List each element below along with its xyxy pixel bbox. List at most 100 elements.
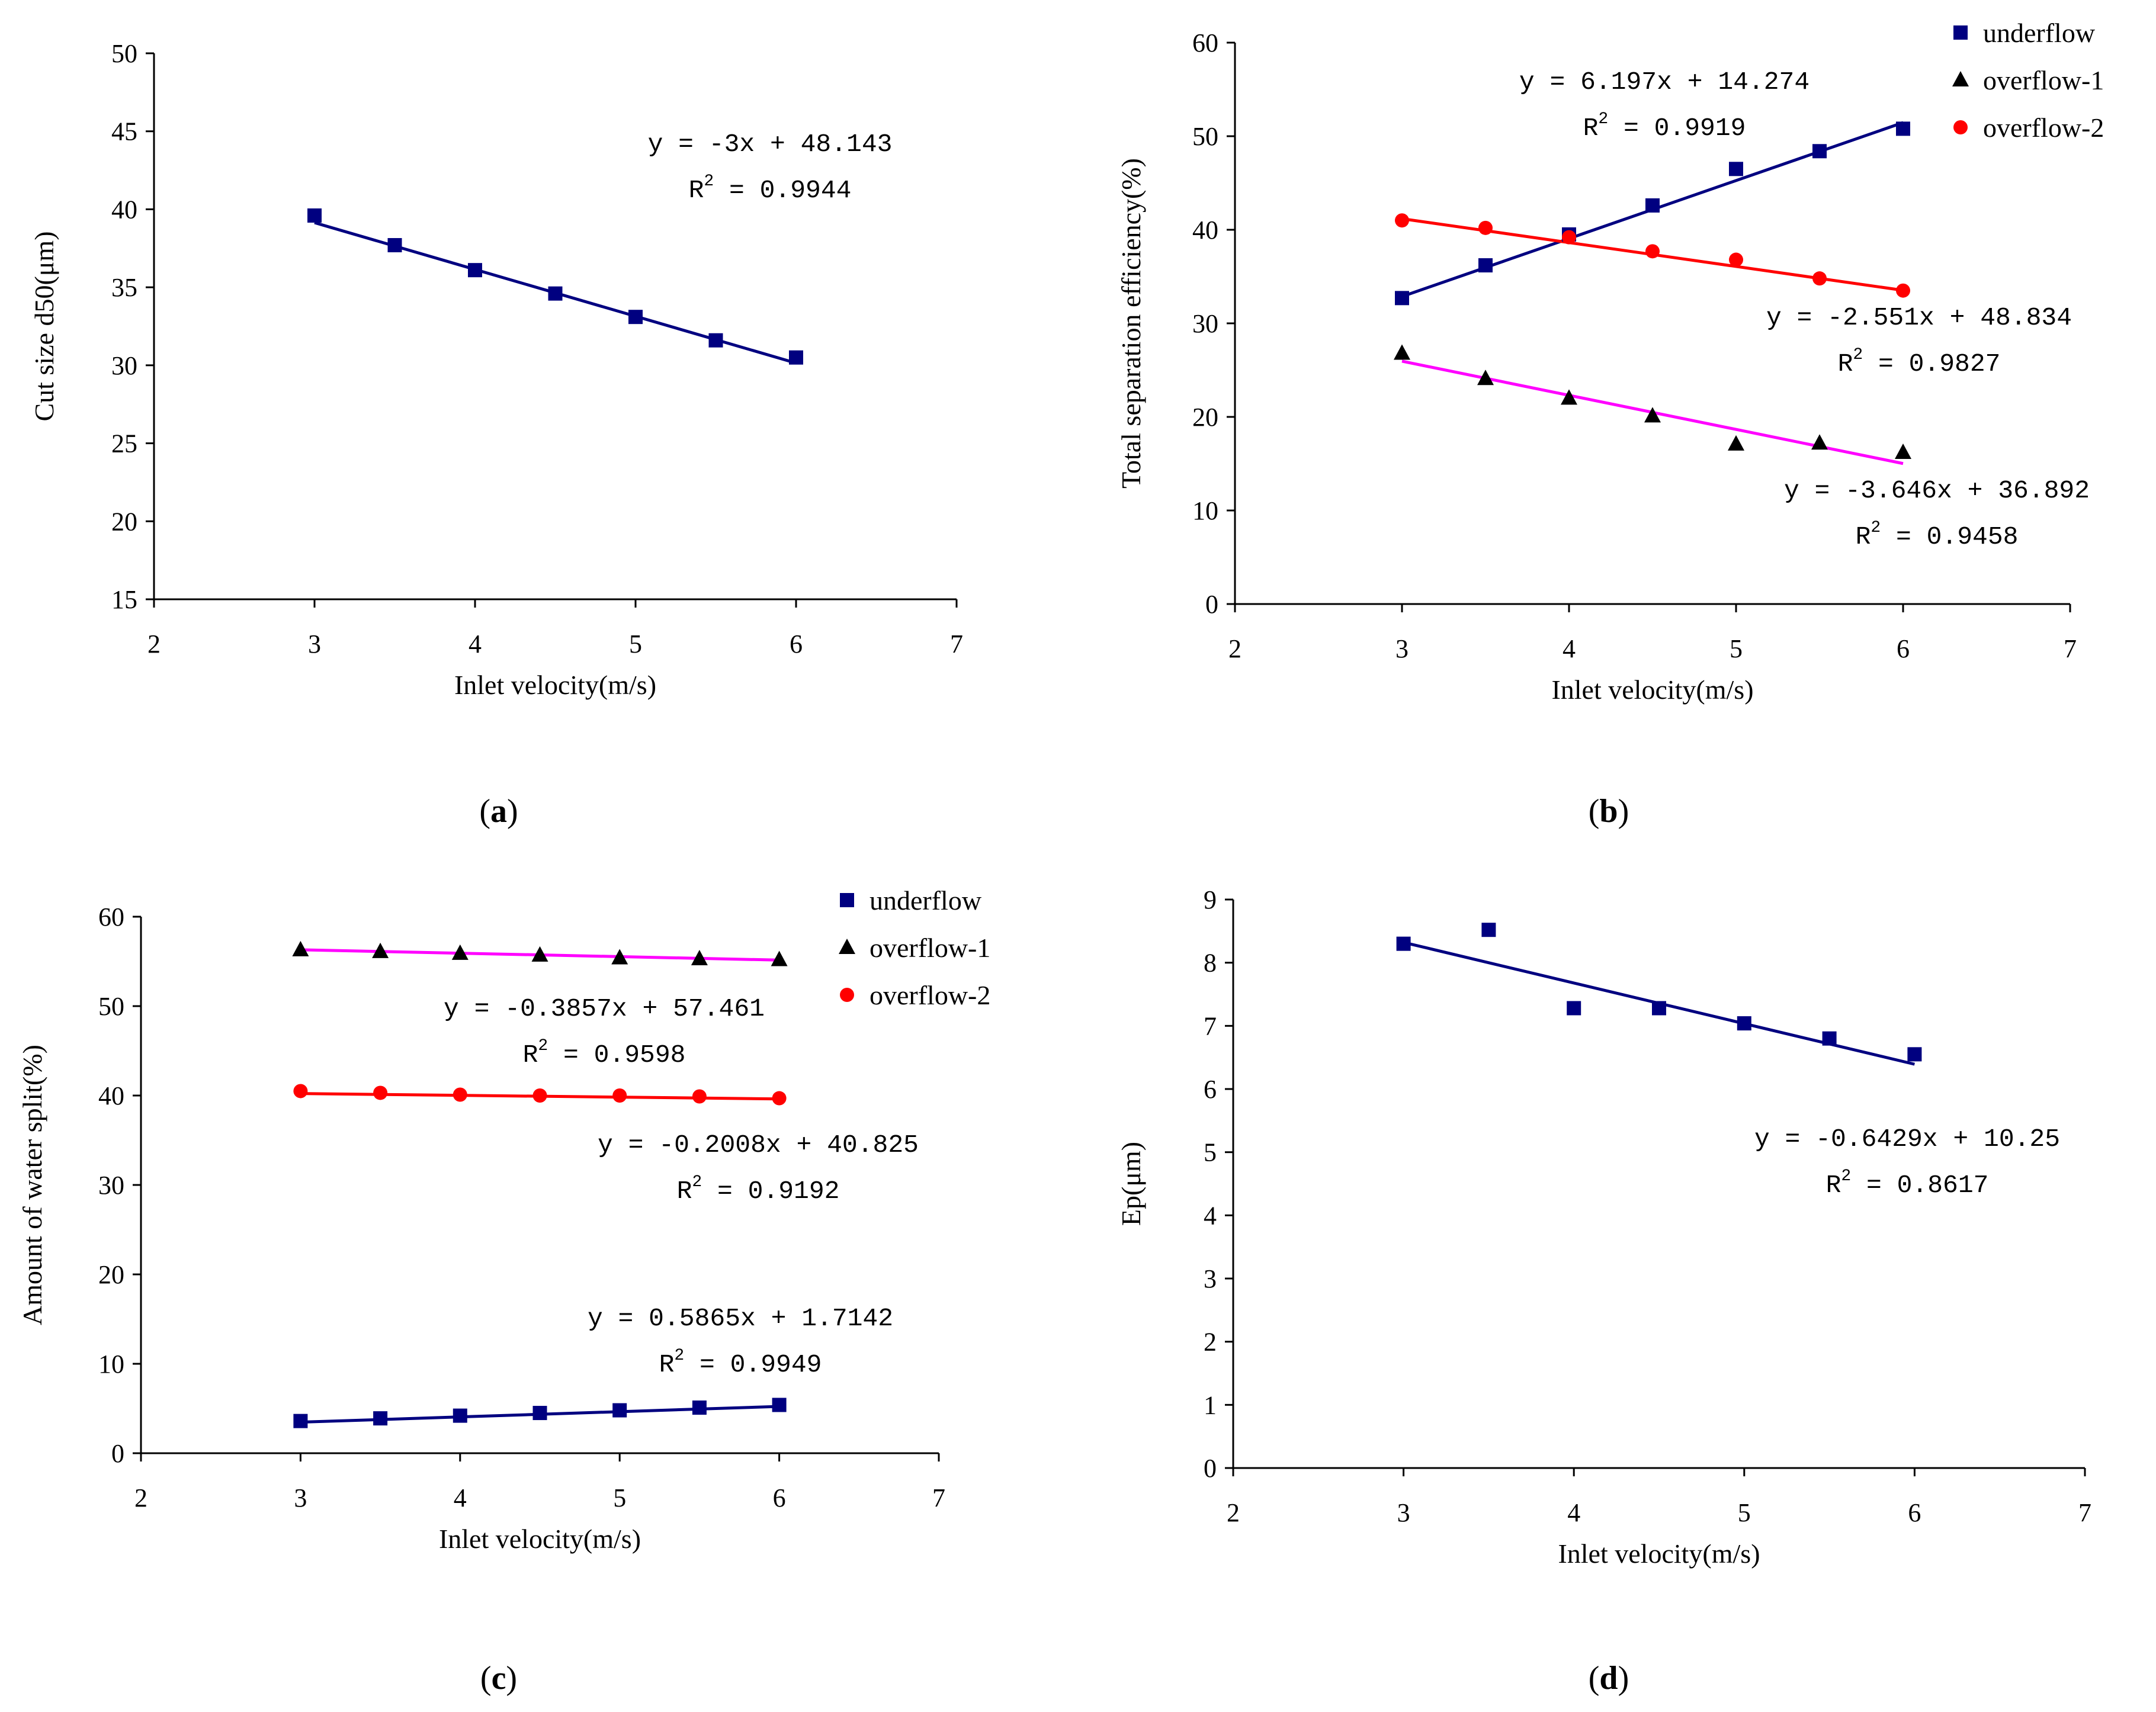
r-squared-label: R2 = 0.9944 (689, 172, 852, 205)
r-squared-symbol: R (1856, 522, 1871, 551)
legend-label-overflow-2: overflow-2 (1983, 113, 2104, 143)
y-tick-label: 50 (1192, 122, 1218, 151)
data-point-overflow-1 (771, 950, 788, 966)
x-tick-label: 3 (1397, 1498, 1410, 1527)
x-tick-label: 2 (134, 1483, 147, 1512)
y-tick-label: 6 (1204, 1075, 1217, 1104)
y-tick-label: 1 (1204, 1390, 1217, 1419)
legend-marker-overflow-1 (839, 939, 855, 954)
panel-b: 0 10 20 30 40 50 60 2 3 4 5 6 7 Inlet velocity(m/s) To… (1116, 18, 2104, 705)
data-point-overflow-1 (1728, 435, 1744, 451)
y-tick-label: 3 (1204, 1264, 1217, 1293)
x-tick-label: 6 (1908, 1498, 1921, 1527)
data-point-overflow-2 (612, 1088, 627, 1103)
x-tick-label: 3 (308, 629, 321, 659)
x-tick-label: 7 (950, 629, 963, 659)
x-tick-label: 6 (773, 1483, 786, 1512)
data-point-Ep (1396, 936, 1411, 951)
data-point-cut-size (548, 286, 563, 301)
x-tick-label: 5 (613, 1483, 626, 1512)
r-squared-label: R2 = 0.9949 (659, 1347, 822, 1379)
x-tick-label: 4 (1563, 634, 1576, 663)
y-tick-label: 40 (98, 1081, 124, 1110)
data-point-underflow (1812, 144, 1827, 159)
data-point-overflow-2 (293, 1084, 308, 1098)
r-squared-value: = 0.9944 (714, 176, 851, 205)
y-tick-label: 9 (1204, 885, 1217, 914)
panel-d: 0 1 2 3 4 5 6 7 8 9 2 3 4 5 6 7 Inlet velocity(m/s) Ep(μm… (1116, 885, 2091, 1569)
data-point-overflow-1 (1477, 370, 1494, 386)
legend-marker-overflow-1 (1952, 71, 1969, 86)
y-tick-label: 0 (1204, 1454, 1217, 1483)
x-tick-label: 4 (469, 629, 482, 659)
data-point-underflow (1896, 121, 1910, 136)
data-point-Ep (1907, 1047, 1922, 1062)
y-tick-label: 7 (1204, 1011, 1217, 1040)
x-tick-label: 5 (1738, 1498, 1751, 1527)
y-tick-label: 15 (111, 585, 137, 614)
data-point-cut-size (789, 350, 803, 365)
x-tick-label: 7 (932, 1483, 945, 1512)
r-squared-value: = 0.9192 (702, 1177, 839, 1206)
trendline-equation: y = 0.5865x + 1.7142 (588, 1304, 893, 1333)
y-tick-label: 25 (111, 429, 137, 458)
data-point-cut-size (628, 310, 643, 325)
r-squared-exponent: 2 (674, 1347, 684, 1365)
y-axis-label: Cut size d50(μm) (29, 231, 59, 421)
data-point-overflow-2 (1729, 252, 1743, 267)
r-squared-exponent: 2 (1853, 346, 1863, 364)
r-squared-label: R2 = 0.9919 (1583, 110, 1746, 143)
data-point-overflow-1 (1895, 444, 1911, 460)
data-point-overflow-2 (772, 1091, 787, 1106)
legend-label-underflow: underflow (1983, 18, 2096, 48)
y-tick-label: 60 (98, 902, 124, 932)
data-point-Ep (1481, 923, 1496, 937)
y-axis-label: Ep(μm) (1116, 1142, 1146, 1226)
data-point-overflow-2 (1478, 220, 1493, 235)
data-point-overflow-1 (531, 946, 548, 962)
y-tick-label: 30 (1192, 309, 1218, 338)
y-tick-label: 8 (1204, 949, 1217, 978)
data-point-Ep (1737, 1016, 1751, 1031)
y-tick-label: 20 (1192, 403, 1218, 432)
r-squared-label: R2 = 0.9192 (677, 1173, 840, 1206)
x-tick-label: 3 (1395, 634, 1409, 663)
r-squared-exponent: 2 (1871, 519, 1881, 537)
x-tick-label: 6 (1897, 634, 1910, 663)
r-squared-value: = 0.9458 (1881, 522, 2018, 551)
r-squared-exponent: 2 (704, 172, 714, 191)
r-squared-label: R2 = 0.9458 (1856, 519, 2019, 551)
trendline-equation: y = -3.646x + 36.892 (1784, 476, 2090, 505)
legend: underflow overflow-1 overflow-2 (1952, 18, 2104, 143)
r-squared-value: = 0.9827 (1863, 349, 2000, 378)
x-tick-label: 4 (1567, 1498, 1580, 1527)
data-point-overflow-2 (692, 1089, 707, 1104)
r-squared-label: R2 = 0.9827 (1838, 346, 2001, 378)
caption-b: (b) (1589, 793, 1629, 830)
data-point-underflow (1729, 162, 1743, 176)
trendline-equation: y = -0.2008x + 40.825 (598, 1130, 919, 1159)
y-tick-label: 30 (111, 351, 137, 380)
data-point-overflow-1 (451, 944, 469, 960)
y-tick-label: 20 (98, 1260, 124, 1289)
data-point-underflow (1645, 198, 1660, 213)
r-squared-symbol: R (677, 1177, 692, 1206)
x-axis-label: Inlet velocity(m/s) (1558, 1538, 1760, 1569)
data-point-underflow (532, 1406, 547, 1421)
legend-label-overflow-2: overflow-2 (870, 980, 990, 1010)
data-point-overflow-2 (373, 1085, 388, 1100)
r-squared-exponent: 2 (1841, 1167, 1851, 1186)
r-squared-symbol: R (689, 176, 704, 205)
y-tick-label: 4 (1204, 1201, 1217, 1230)
data-point-overflow-2 (1896, 283, 1910, 298)
x-tick-label: 2 (147, 629, 161, 659)
caption-c: (c) (480, 1660, 517, 1697)
x-axis-label: Inlet velocity(m/s) (454, 670, 656, 700)
caption-a: (a) (479, 793, 518, 830)
data-point-underflow (612, 1403, 627, 1418)
x-tick-label: 3 (294, 1483, 307, 1512)
legend-label-underflow: underflow (870, 885, 982, 916)
y-tick-label: 2 (1204, 1328, 1217, 1357)
data-point-overflow-2 (1645, 244, 1660, 259)
